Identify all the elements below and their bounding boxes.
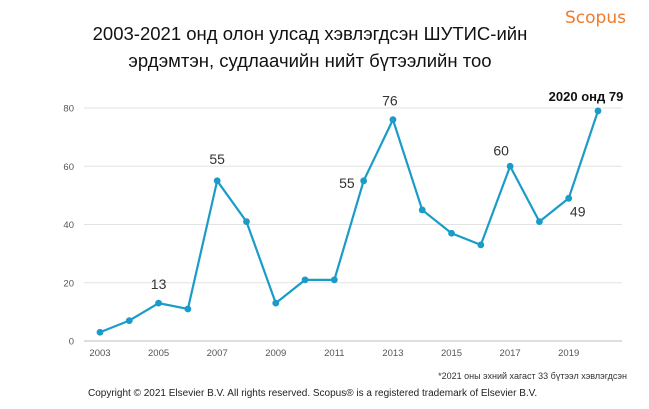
data-point	[272, 299, 280, 307]
data-labels: 13 55 55 76 60 49 2020 онд 79	[151, 89, 624, 292]
data-label: 76	[382, 93, 398, 109]
y-tick-label: 0	[69, 337, 74, 348]
footnote: *2021 оны эхний хагаст 33 бүтээл хэвлэгд…	[438, 371, 627, 381]
data-point	[301, 276, 309, 284]
chart-title: 2003-2021 онд олон улсад хэвлэгдсэн ШУТИ…	[60, 20, 560, 74]
y-tick-label: 40	[63, 220, 74, 231]
x-tick-label: 2017	[500, 348, 521, 359]
data-point	[448, 229, 455, 237]
x-tick-label: 2003	[89, 348, 110, 359]
x-axis-tick-labels: 2003 2005 2007 2009 2011 2013 2015 2017 2019	[89, 348, 579, 359]
series	[96, 107, 602, 336]
x-tick-label: 2019	[558, 348, 579, 359]
data-label: 49	[570, 203, 586, 219]
y-tick-label: 60	[63, 162, 74, 173]
data-label: 55	[339, 175, 355, 191]
data-point	[243, 218, 250, 225]
y-tick-label: 20	[63, 278, 74, 289]
data-point	[389, 116, 397, 124]
x-tick-label: 2015	[441, 348, 462, 359]
x-tick-label: 2007	[207, 348, 228, 359]
data-label: 60	[493, 142, 509, 158]
data-label: 55	[209, 151, 225, 167]
data-point	[184, 305, 192, 313]
x-tick-label: 2011	[324, 348, 344, 359]
data-point	[125, 317, 133, 325]
chart-title-line-2: эрдэмтэн, судлаачийн нийт бүтээлийн тоо	[128, 50, 492, 71]
data-point	[594, 107, 602, 115]
data-point	[565, 194, 573, 202]
chart-title-line-1: 2003-2021 онд олон улсад хэвлэгдсэн ШУТИ…	[92, 23, 528, 44]
data-point	[477, 241, 485, 249]
scopus-logo: Scopus	[565, 8, 626, 28]
data-point	[418, 206, 426, 214]
x-tick-label: 2013	[382, 348, 403, 359]
data-point	[155, 299, 162, 307]
data-point	[536, 218, 543, 225]
copyright-notice: Copyright © 2021 Elsevier B.V. All right…	[88, 388, 538, 399]
data-point	[96, 328, 104, 336]
data-label: 13	[151, 276, 167, 292]
y-tick-label: 80	[63, 104, 74, 115]
data-point	[213, 177, 221, 185]
data-point	[506, 162, 514, 170]
data-point	[330, 276, 338, 284]
data-point	[360, 177, 368, 185]
x-tick-label: 2005	[148, 348, 169, 359]
x-tick-label: 2009	[265, 348, 286, 359]
data-label: 2020 онд 79	[549, 89, 624, 104]
y-axis-tick-labels: 0 20 40 60 80	[63, 104, 74, 348]
series-line	[99, 110, 600, 334]
grid-lines	[84, 107, 622, 342]
